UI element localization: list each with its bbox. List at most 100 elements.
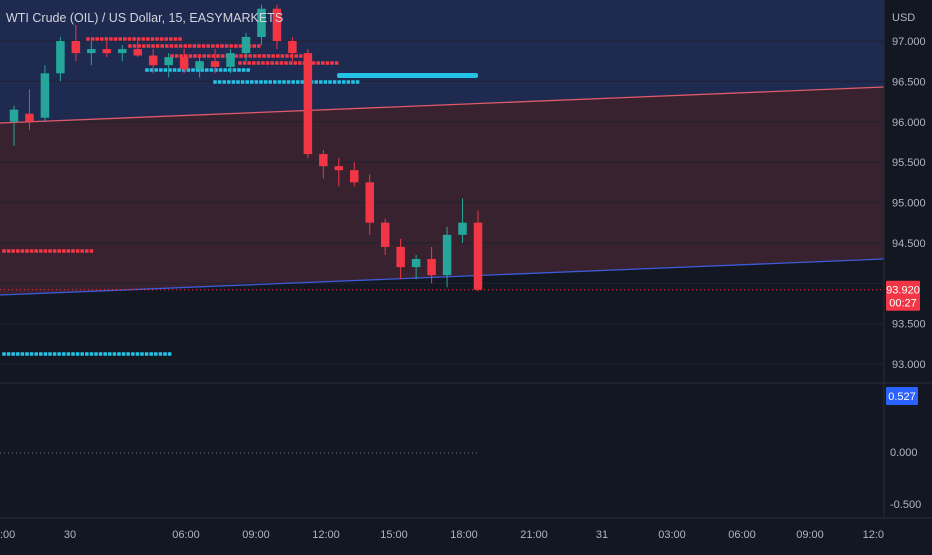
price-axis-tick: 96.500 [892, 76, 926, 88]
lower-trend-line[interactable] [0, 258, 885, 296]
resistance-dot [113, 37, 118, 41]
resistance-dot [234, 44, 238, 48]
resistance-dot [316, 61, 320, 65]
resistance-dot [248, 54, 252, 58]
support-dot [52, 352, 57, 356]
resistance-dot [136, 37, 141, 41]
support-dot [57, 352, 61, 356]
resistance-dot [178, 37, 182, 41]
support-dot [159, 68, 163, 72]
candle[interactable] [427, 259, 436, 276]
candle[interactable] [226, 53, 235, 67]
resistance-dot [216, 54, 220, 58]
resistance-dot [276, 54, 280, 58]
candle[interactable] [442, 234, 452, 276]
resistance-dot [279, 61, 284, 65]
resistance-dot [330, 61, 334, 65]
resistance-dot [142, 44, 146, 48]
support-dot [319, 80, 323, 84]
support-dot [11, 352, 15, 356]
support-dot [145, 68, 149, 72]
candle[interactable] [458, 222, 467, 235]
support-dot [355, 80, 360, 84]
candle[interactable] [179, 57, 189, 70]
resistance-dot [75, 249, 80, 253]
resistance-dot [285, 54, 289, 58]
candle[interactable] [87, 49, 96, 54]
candle[interactable] [257, 8, 266, 37]
candle[interactable] [210, 61, 220, 67]
candle[interactable] [25, 113, 34, 122]
candle[interactable] [411, 259, 421, 268]
indicator-axis-tick: 0.000 [890, 447, 918, 459]
support-dot [149, 352, 153, 356]
price-axis-tick: 96.000 [892, 117, 926, 129]
resistance-dot [247, 61, 251, 65]
support-dot [240, 80, 245, 84]
candle[interactable] [164, 57, 173, 66]
resistance-dot [146, 44, 151, 48]
candle[interactable] [319, 154, 328, 167]
support-dot [259, 80, 263, 84]
candle[interactable] [350, 170, 359, 183]
support-dot [236, 80, 240, 84]
resistance-dot [202, 54, 206, 58]
resistance-dot [257, 54, 262, 58]
resistance-dot [188, 44, 192, 48]
candle[interactable] [473, 222, 483, 290]
resistance-dot [95, 37, 99, 41]
support-dot [277, 80, 282, 84]
resistance-dot [85, 249, 89, 253]
resistance-dot [123, 37, 127, 41]
resistance-dot [62, 249, 66, 253]
candle[interactable] [241, 36, 251, 54]
resistance-dot [48, 249, 52, 253]
candle[interactable] [380, 222, 390, 247]
resistance-dot [141, 37, 145, 41]
resistance-dot [334, 61, 339, 65]
candle[interactable] [56, 41, 65, 74]
time-axis-tick: 21:00 [520, 529, 548, 541]
candle[interactable] [40, 73, 50, 118]
candle[interactable] [9, 109, 19, 122]
candle[interactable] [272, 8, 282, 41]
resistance-dot [109, 37, 113, 41]
support-dot [342, 80, 346, 84]
candle[interactable] [334, 166, 344, 171]
resistance-dot [118, 37, 122, 41]
resistance-dot [280, 54, 285, 58]
candle[interactable] [118, 49, 127, 54]
resistance-dot [179, 54, 183, 58]
support-level-bar[interactable] [337, 73, 478, 78]
upper-trend-line[interactable] [0, 86, 885, 124]
support-dot [209, 68, 214, 72]
support-dot [121, 352, 126, 356]
candle[interactable] [133, 49, 142, 56]
resistance-dot [215, 44, 220, 48]
support-dot [286, 80, 291, 84]
candle[interactable] [148, 55, 158, 66]
resistance-dot [169, 37, 173, 41]
support-dot [85, 352, 89, 356]
candle[interactable] [71, 41, 81, 54]
resistance-dot [6, 249, 11, 253]
resistance-dot [132, 37, 136, 41]
candle[interactable] [365, 182, 374, 223]
candle[interactable] [303, 53, 313, 155]
candle[interactable] [102, 49, 112, 54]
resistance-dot [155, 37, 159, 41]
candle[interactable] [396, 246, 405, 268]
resistance-dot [238, 61, 242, 65]
candle[interactable] [195, 61, 204, 70]
resistance-dot [311, 61, 316, 65]
candle[interactable] [288, 41, 297, 54]
resistance-dot [184, 54, 188, 58]
support-dot [98, 352, 103, 356]
support-dot [167, 352, 172, 356]
support-dot [48, 352, 52, 356]
support-dot [237, 68, 241, 72]
resistance-dot [170, 54, 174, 58]
resistance-dot [242, 61, 247, 65]
